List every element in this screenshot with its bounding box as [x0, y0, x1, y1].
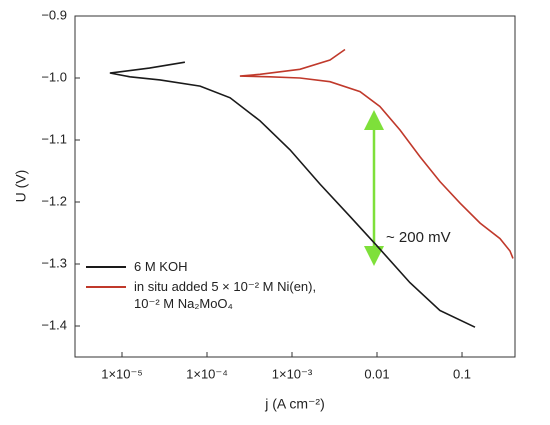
x-tick-label: 1×10⁻³	[272, 366, 313, 381]
legend-entry: 6 M KOH	[86, 258, 416, 275]
x-tick-label: 0.01	[364, 366, 389, 381]
y-tick-label: −1.2	[41, 193, 67, 208]
annotation: ~ 200 mV	[386, 229, 451, 246]
x-tick-label: 0.1	[453, 366, 471, 381]
x-tick-label: 1×10⁻⁴	[186, 366, 228, 381]
y-tick-label: −1.4	[41, 317, 67, 332]
y-tick-label: −1.3	[41, 255, 67, 270]
plot-frame	[74, 15, 516, 358]
y-tick-label: −1.1	[41, 131, 67, 146]
y-tick-label: −1.0	[41, 69, 67, 84]
legend-swatch	[86, 286, 126, 288]
x-tick-label: 1×10⁻⁵	[101, 366, 143, 381]
y-tick-label: −0.9	[41, 7, 67, 22]
legend-entry: in situ added 5 × 10⁻² M Ni(en), 10⁻² M …	[86, 278, 416, 312]
y-axis-label: U (V)	[13, 170, 29, 203]
x-axis-label: j (A cm⁻²)	[264, 396, 325, 412]
data-line	[109, 61, 476, 328]
data-line	[239, 48, 514, 259]
legend-swatch	[86, 266, 126, 268]
legend: 6 M KOH in situ added 5 × 10⁻² M Ni(en), …	[86, 258, 416, 315]
legend-label: in situ added 5 × 10⁻² M Ni(en), 10⁻² M …	[134, 279, 317, 311]
legend-label: 6 M KOH	[134, 259, 188, 274]
